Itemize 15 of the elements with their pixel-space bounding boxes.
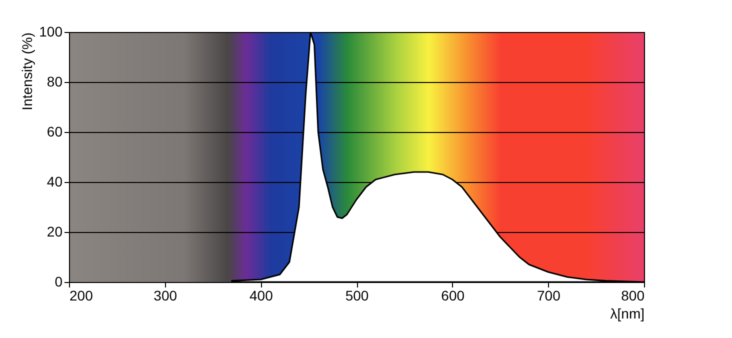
y-tick-label: 20 <box>46 224 63 240</box>
y-tick-label: 60 <box>46 124 63 140</box>
y-tick-label: 0 <box>54 274 63 290</box>
x-tick-label: 200 <box>70 288 94 304</box>
x-tick-label: 700 <box>536 288 561 304</box>
y-tick-label: 100 <box>39 24 63 40</box>
x-tick-label: 400 <box>249 288 274 304</box>
x-tick-label: 300 <box>154 288 178 304</box>
x-tick-label: 600 <box>441 288 465 304</box>
y-axis-title: Intensity (%) <box>19 32 36 110</box>
y-tick-label: 80 <box>46 74 63 90</box>
x-tick-label: 500 <box>345 288 369 304</box>
x-tick-label: 800 <box>621 288 645 304</box>
y-tick-label: 40 <box>46 174 63 190</box>
x-axis-title: λ[nm] <box>610 306 644 322</box>
